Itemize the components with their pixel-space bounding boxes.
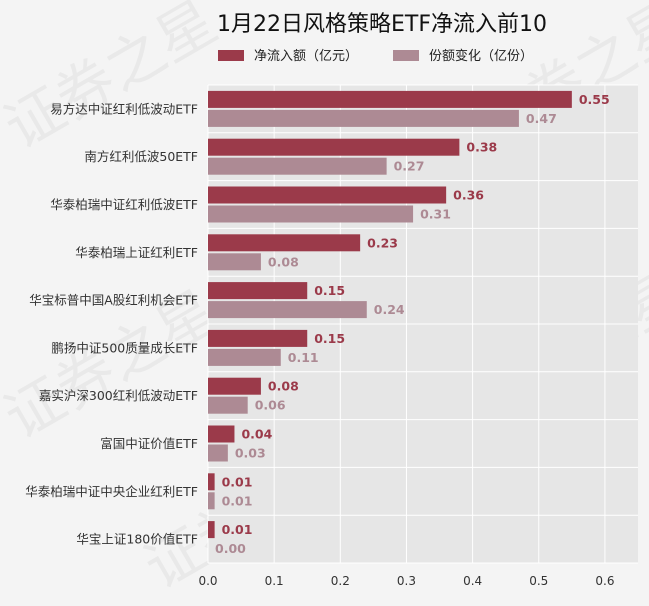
bar-share-change: [208, 396, 248, 414]
category-label: 嘉实沪深300红利低波动ETF: [39, 388, 198, 403]
data-label: 0.47: [526, 111, 557, 126]
bar-net-inflow: [208, 377, 261, 395]
category-label: 富国中证价值ETF: [100, 436, 198, 451]
data-label: 0.11: [288, 350, 319, 365]
data-label: 0.01: [222, 522, 253, 537]
bar-net-inflow: [208, 282, 308, 300]
category-label: 易方达中证红利低波动ETF: [50, 101, 198, 116]
legend-swatch: [218, 50, 244, 61]
category-label: 南方红利低波50ETF: [84, 149, 198, 164]
data-label: 0.55: [579, 92, 610, 107]
data-label: 0.31: [420, 207, 451, 222]
bar-share-change: [208, 444, 228, 462]
legend-label: 净流入额（亿元）: [254, 49, 358, 64]
data-label: 0.24: [374, 302, 405, 317]
x-tick-label: 0.3: [397, 574, 416, 588]
data-label: 0.38: [466, 140, 497, 155]
data-label: 0.36: [453, 188, 484, 203]
bar-net-inflow: [208, 186, 447, 204]
data-label: 0.15: [314, 283, 345, 298]
bar-net-inflow: [208, 234, 361, 252]
data-label: 0.23: [367, 235, 398, 250]
bar-share-change: [208, 301, 367, 319]
legend-label: 份额变化（亿份）: [429, 48, 533, 64]
bar-net-inflow: [208, 473, 215, 491]
bar-share-change: [208, 348, 281, 366]
data-label: 0.01: [222, 493, 253, 508]
category-label: 华宝标普中国A股红利机会ETF: [29, 293, 198, 308]
x-axis: 0.0 0.1 0.2 0.3 0.4 0.5 0.6: [198, 574, 614, 588]
bar-share-change: [208, 205, 414, 223]
bar-net-inflow: [208, 138, 460, 156]
x-tick-label: 0.6: [595, 574, 614, 588]
data-label: 0.15: [314, 331, 345, 346]
data-label: 0.08: [268, 254, 299, 269]
data-label: 0.08: [268, 379, 299, 394]
bar-net-inflow: [208, 425, 235, 443]
category-label: 华泰柏瑞中证红利低波ETF: [50, 197, 198, 212]
legend-swatch: [393, 50, 419, 61]
data-label: 0.00: [215, 541, 246, 556]
x-tick-label: 0.2: [331, 574, 350, 588]
x-tick-label: 0.5: [529, 574, 548, 588]
data-label: 0.27: [394, 159, 425, 174]
category-label: 华泰柏瑞上证红利ETF: [75, 245, 198, 260]
data-label: 0.04: [241, 427, 272, 442]
legend: 净流入额（亿元） 份额变化（亿份）: [218, 48, 533, 64]
bar-share-change: [208, 492, 215, 510]
data-label: 0.01: [222, 474, 253, 489]
category-label: 华宝上证180价值ETF: [76, 532, 198, 547]
labels: 0.55 0.47 易方达中证红利低波动ETF 0.38 0.27 南方红利低波50ETF…: [25, 92, 609, 556]
bar-net-inflow: [208, 329, 308, 347]
data-label: 0.06: [255, 398, 286, 413]
category-label: 鹏扬中证500质量成长ETF: [51, 340, 198, 355]
bar-share-change: [208, 157, 387, 175]
bars: [208, 90, 572, 539]
bar-net-inflow: [208, 90, 572, 108]
category-label: 华泰柏瑞中证中央企业红利ETF: [25, 484, 198, 499]
chart-title: 1月22日风格策略ETF净流入前10: [217, 12, 547, 37]
x-tick-label: 0.0: [198, 574, 217, 588]
x-tick-label: 0.1: [265, 574, 284, 588]
bar-net-inflow: [208, 521, 215, 539]
data-label: 0.03: [235, 446, 266, 461]
x-tick-label: 0.4: [463, 574, 482, 588]
bar-share-change: [208, 109, 519, 127]
bar-share-change: [208, 253, 261, 271]
